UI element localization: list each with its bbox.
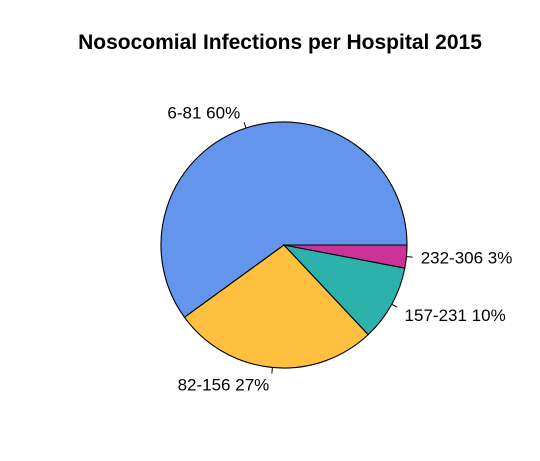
slice-label-6-81: 6-81 60% (167, 103, 240, 122)
pie-slices (160, 121, 408, 369)
slice-label-82-156: 82-156 27% (178, 376, 270, 395)
leader-line-157-231 (391, 303, 398, 308)
slice-label-157-231: 157-231 10% (405, 306, 506, 325)
slice-label-232-306: 232-306 3% (421, 249, 513, 268)
pie-slice-6-81 (160, 121, 408, 319)
pie-slice-82-156 (183, 244, 369, 369)
label-leader-lines (243, 122, 413, 374)
leader-line-232-306 (406, 256, 413, 258)
leader-line-82-156 (271, 367, 273, 374)
pie-slice-157-231 (282, 244, 406, 336)
chart-title: Nosocomial Infections per Hospital 2015 (78, 31, 482, 54)
slice-labels: 6-81 60% 82-156 27% 157-231 10% 232-306 3% (167, 103, 512, 394)
leader-line-6-81 (243, 122, 247, 129)
